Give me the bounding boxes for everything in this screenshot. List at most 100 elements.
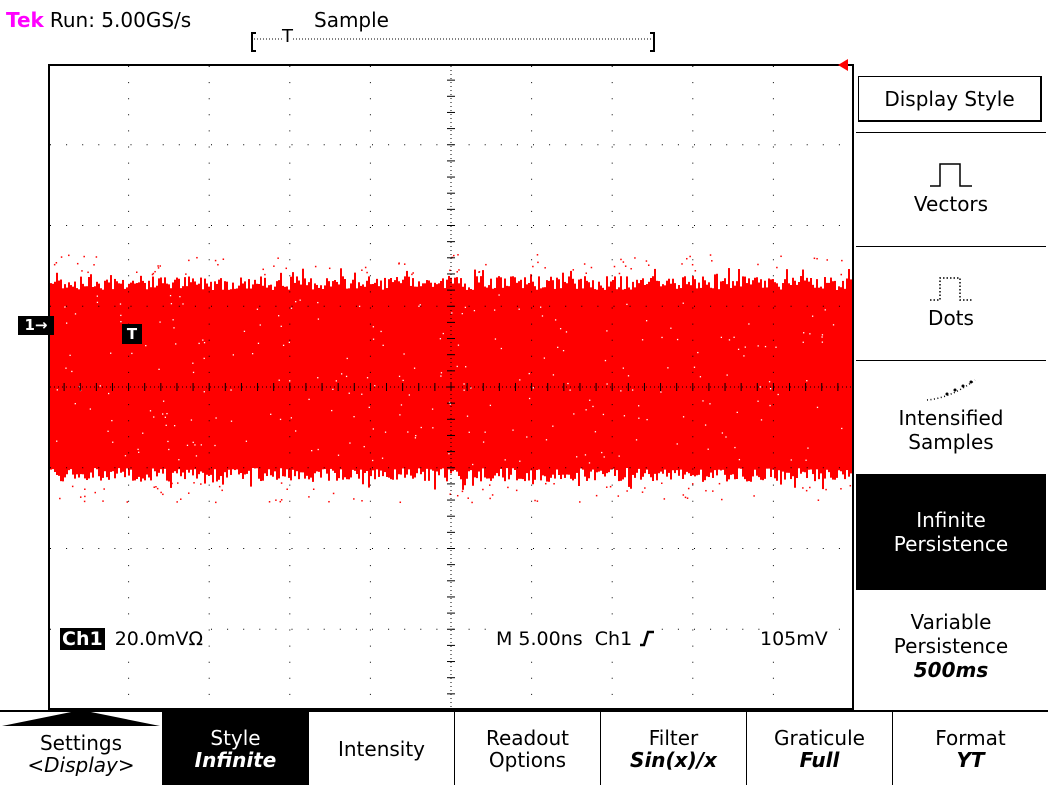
up-arrow-icon <box>2 710 160 726</box>
noise-edge <box>604 289 606 291</box>
noise-speckle <box>744 346 746 348</box>
noise-edge <box>376 278 378 291</box>
bottom-button-format[interactable]: Format YT <box>892 712 1048 785</box>
noise-speckle <box>166 412 168 415</box>
side-item-infinite-persistence[interactable]: Infinite Persistence <box>856 474 1046 590</box>
noise-speckle <box>699 376 702 378</box>
noise-edge <box>332 281 334 291</box>
bottom-button-intensity[interactable]: Intensity <box>308 712 454 785</box>
noise-edge <box>182 467 184 473</box>
noise-dot <box>471 501 473 504</box>
noise-dot <box>624 265 627 267</box>
noise-edge <box>232 282 234 291</box>
noise-edge <box>442 278 444 291</box>
bottom-button-style[interactable]: Style Infinite <box>162 712 308 785</box>
noise-edge <box>184 277 186 291</box>
noise-edge <box>534 286 536 291</box>
noise-edge <box>100 288 102 291</box>
noise-dot <box>461 490 464 493</box>
noise-edge <box>572 467 574 481</box>
noise-edge <box>470 289 472 291</box>
noise-speckle <box>498 294 500 296</box>
noise-edge <box>470 467 472 471</box>
noise-edge <box>588 467 590 479</box>
noise-edge <box>274 467 276 472</box>
noise-dot <box>398 262 400 264</box>
noise-edge <box>254 279 256 291</box>
noise-speckle <box>821 334 824 336</box>
noise-dot <box>55 262 58 264</box>
noise-edge <box>612 467 614 469</box>
side-item-intensified-samples[interactable]: Intensified Samples <box>856 378 1046 454</box>
noise-edge <box>256 283 258 291</box>
noise-edge <box>686 284 688 291</box>
side-item-variable-persistence[interactable]: Variable Persistence 500ms <box>856 610 1046 682</box>
bottom-button-readout-options[interactable]: Readout Options <box>454 712 600 785</box>
noise-edge <box>640 280 642 291</box>
noise-edge <box>784 467 786 480</box>
noise-edge <box>666 467 668 477</box>
noise-edge <box>324 285 326 291</box>
noise-speckle <box>251 352 254 355</box>
noise-edge <box>78 289 80 291</box>
noise-edge <box>374 467 376 480</box>
trigger-position-arrow-icon <box>838 59 848 71</box>
noise-dot <box>314 265 317 268</box>
noise-dot <box>366 271 368 274</box>
noise-edge <box>122 467 124 472</box>
noise-edge <box>520 467 522 479</box>
noise-speckle <box>660 391 662 393</box>
noise-dot <box>572 269 575 271</box>
noise-edge <box>598 281 600 291</box>
noise-edge <box>634 287 636 291</box>
noise-edge <box>108 282 110 291</box>
noise-speckle <box>646 418 648 421</box>
noise-edge <box>474 269 476 291</box>
noise-speckle <box>349 442 351 444</box>
noise-edge <box>806 277 808 291</box>
side-item-vectors[interactable]: Vectors <box>856 162 1046 216</box>
noise-edge <box>64 284 66 291</box>
noise-speckle <box>203 357 205 360</box>
side-item-label: Vectors <box>913 192 989 216</box>
noise-edge <box>576 288 578 291</box>
noise-edge <box>832 467 834 480</box>
noise-edge <box>632 467 634 475</box>
noise-speckle <box>142 432 144 434</box>
noise-edge <box>156 285 158 291</box>
noise-dot <box>153 486 155 489</box>
noise-dot <box>94 491 96 494</box>
noise-dot <box>809 486 811 489</box>
noise-edge <box>538 467 540 470</box>
side-item-dots[interactable]: Dots <box>856 276 1046 330</box>
noise-edge <box>134 467 136 481</box>
noise-edge <box>392 282 394 291</box>
bottom-button-settings[interactable]: Settings <Display> <box>0 710 162 785</box>
noise-edge <box>840 467 842 472</box>
noise-speckle <box>407 431 409 433</box>
bottom-button-filter[interactable]: Filter Sin(x)/x <box>600 712 746 785</box>
noise-speckle <box>725 436 727 438</box>
noise-edge <box>412 278 414 291</box>
noise-edge <box>630 467 632 489</box>
noise-dot <box>102 500 104 502</box>
noise-edge <box>286 286 288 291</box>
noise-edge <box>114 278 116 291</box>
noise-speckle <box>482 441 485 443</box>
noise-edge <box>840 287 842 291</box>
bottom-button-graticule[interactable]: Graticule Full <box>746 712 892 785</box>
noise-edge <box>628 287 630 291</box>
noise-speckle <box>472 463 474 466</box>
noise-edge <box>728 268 730 291</box>
noise-edge <box>846 278 848 291</box>
side-item-label2: Persistence <box>893 634 1009 658</box>
noise-edge <box>264 467 266 474</box>
noise-edge <box>66 287 68 291</box>
noise-edge <box>850 467 852 474</box>
side-item-label2: Samples <box>908 430 994 454</box>
format-value: YT <box>956 747 985 772</box>
noise-edge <box>418 281 420 291</box>
noise-edge <box>246 467 248 474</box>
noise-edge <box>634 467 636 478</box>
noise-dot <box>537 261 539 264</box>
